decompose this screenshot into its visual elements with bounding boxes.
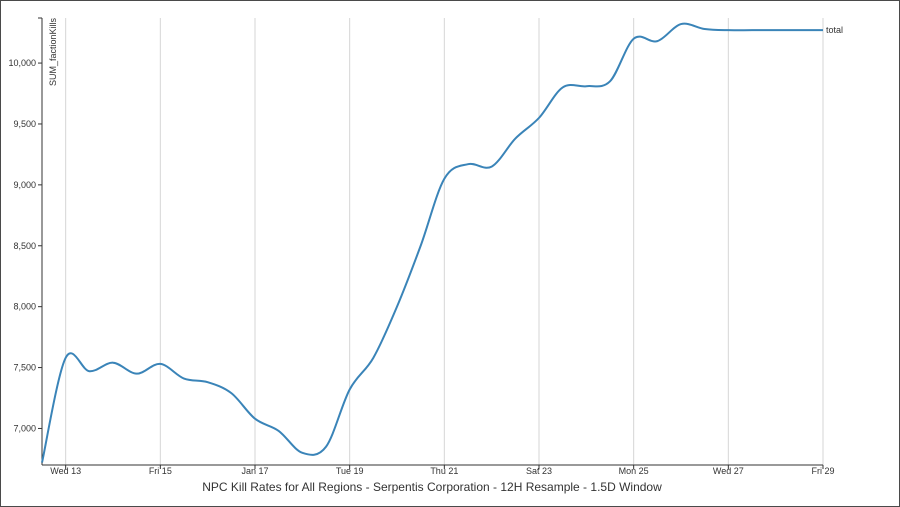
vertical-grid [65,18,824,465]
y-tick-label: 9,000 [13,180,36,190]
series-line-total [41,22,823,463]
y-tick-label: 8,000 [13,302,36,312]
y-tick-label: 9,500 [13,119,36,129]
x-tick-label: Sat 23 [526,466,552,476]
y-tick-label: 10,000 [8,58,36,68]
x-ticks: Wed 13 Fri 15 Jan 17 Tue 19 Thu 21 Sat 23 Mon … [50,465,835,476]
y-axis-title: SUM_factionKills [48,18,58,87]
x-tick-label: Thu 21 [430,466,458,476]
y-tick-label: 7,500 [13,363,36,373]
x-tick-label: Tue 19 [336,466,364,476]
y-tick-label: 8,500 [13,241,36,251]
x-tick-label: Jan 17 [241,466,268,476]
x-tick-label: Mon 25 [619,466,649,476]
series-group: total [41,22,843,463]
x-tick-label: Fri 15 [149,466,172,476]
series-label-total: total [826,25,843,35]
y-tick-label: 7,000 [13,423,36,433]
x-tick-label: Fri 29 [811,466,834,476]
x-tick-label: Wed 27 [713,466,744,476]
y-ticks: 7,000 7,500 8,000 8,500 9,000 9,500 10,000 [8,17,42,433]
chart-title: NPC Kill Rates for All Regions - Serpent… [202,480,662,494]
x-tick-label: Wed 13 [50,466,81,476]
